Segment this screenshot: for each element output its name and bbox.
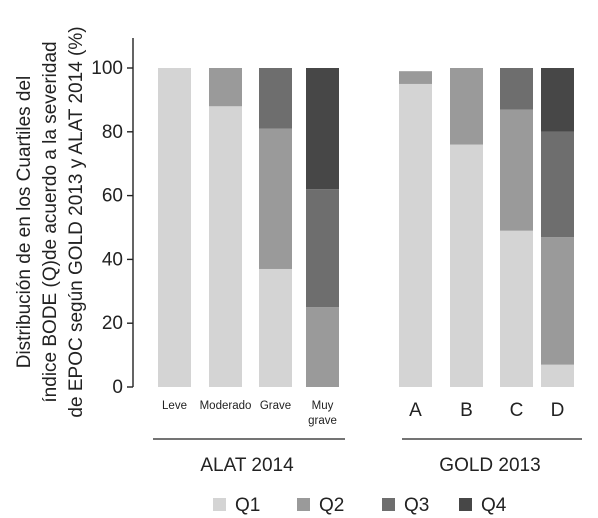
y-tick-label: 80 bbox=[102, 122, 123, 143]
x-category-label: Moderado bbox=[200, 400, 252, 412]
bar-segment-q4 bbox=[541, 68, 574, 132]
x-category-label: C bbox=[510, 400, 524, 421]
bar-segment-q1 bbox=[500, 230, 533, 387]
y-tick-label: 100 bbox=[91, 58, 123, 79]
bar-segment-q2 bbox=[306, 307, 339, 387]
y-axis-label-line: Distribución de en los Cuartiles del bbox=[14, 76, 35, 369]
bar-segment-q1 bbox=[541, 364, 574, 387]
category-groups: ALAT 2014 GOLD 2013 bbox=[153, 438, 582, 476]
bar-segment-q1 bbox=[450, 144, 483, 387]
bar-segment-q2 bbox=[259, 128, 292, 269]
bar-segment-q1 bbox=[158, 68, 191, 387]
bars bbox=[158, 68, 574, 387]
x-category-label: B bbox=[460, 400, 473, 421]
legend-swatch-q3 bbox=[382, 498, 395, 511]
x-axis-labels: Leve Moderado Grave Muy grave A B C D bbox=[162, 400, 564, 427]
y-tick-label: 20 bbox=[102, 313, 123, 334]
legend-label: Q1 bbox=[235, 495, 260, 516]
legend-swatch-q4 bbox=[459, 498, 472, 511]
x-category-label: A bbox=[409, 400, 422, 421]
y-axis-label-line: de EPOC según GOLD 2013 y ALAT 2014 (%) bbox=[66, 26, 87, 417]
y-axis-label: Distribución de en los Cuartiles del índi… bbox=[14, 26, 87, 417]
bar-segment-q3 bbox=[500, 68, 533, 110]
legend-label: Q3 bbox=[404, 495, 429, 516]
bar-segment-q1 bbox=[209, 106, 242, 387]
y-tick-label: 0 bbox=[112, 377, 123, 398]
bar-segment-q1 bbox=[399, 83, 432, 387]
bar-segment-q3 bbox=[541, 131, 574, 238]
y-tick-label: 60 bbox=[102, 186, 123, 207]
x-category-label: D bbox=[551, 400, 565, 421]
group-label: ALAT 2014 bbox=[200, 455, 294, 476]
bar-segment-q1 bbox=[259, 268, 292, 387]
bar-segment-q2 bbox=[209, 68, 242, 107]
bar-segment-q3 bbox=[306, 189, 339, 308]
y-axis: 0 20 40 60 80 100 bbox=[91, 38, 134, 398]
y-tick-label: 40 bbox=[102, 249, 123, 270]
x-category-label: Muy bbox=[312, 400, 334, 412]
x-category-label: Leve bbox=[162, 400, 187, 412]
legend-label: Q4 bbox=[481, 495, 507, 516]
legend-swatch-q2 bbox=[297, 498, 310, 511]
bar-segment-q2 bbox=[541, 237, 574, 365]
legend-swatch-q1 bbox=[213, 498, 226, 511]
bar-segment-q2 bbox=[450, 68, 483, 145]
legend-label: Q2 bbox=[319, 495, 344, 516]
bar-segment-q3 bbox=[259, 68, 292, 129]
y-axis-label-line: índice BODE (Q)de acuerdo a la severidad bbox=[40, 41, 61, 402]
legend: Q1 Q2 Q3 Q4 bbox=[213, 495, 507, 516]
x-category-label: grave bbox=[308, 415, 337, 427]
bar-segment-q4 bbox=[306, 68, 339, 190]
x-category-label: Grave bbox=[260, 400, 291, 412]
bar-segment-q2 bbox=[500, 109, 533, 231]
group-label: GOLD 2013 bbox=[439, 455, 540, 476]
bar-segment-q2 bbox=[399, 71, 432, 84]
